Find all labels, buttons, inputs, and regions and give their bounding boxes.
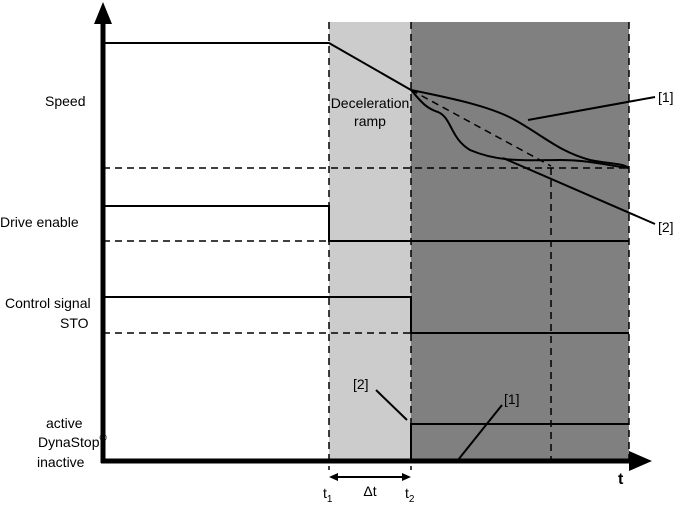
ref-2-speed: [2] bbox=[658, 219, 674, 235]
dashed-guides bbox=[103, 22, 630, 470]
y-axis-arrowhead bbox=[94, 2, 112, 24]
sto-signal bbox=[103, 296, 629, 334]
ref-1-speed: [1] bbox=[658, 89, 674, 105]
delta-t-arrowhead-left bbox=[329, 473, 338, 481]
label-sto: STO bbox=[60, 315, 89, 331]
ref-2-dynastop: [2] bbox=[353, 376, 369, 392]
label-t1: t1 bbox=[323, 485, 333, 505]
label-deceleration: Deceleration bbox=[331, 95, 410, 111]
dynastop-signal bbox=[410, 423, 629, 461]
drive-enable-signal bbox=[103, 205, 629, 242]
delta-t-arrowhead-right bbox=[402, 473, 411, 481]
label-dynastop: DynaStop® bbox=[38, 433, 107, 450]
label-delta-t: Δt bbox=[363, 483, 376, 499]
label-active: active bbox=[46, 415, 83, 431]
x-axis-label-t: t bbox=[618, 471, 624, 488]
label-drive-enable: Drive enable bbox=[0, 214, 79, 230]
leader-2-speed bbox=[502, 157, 656, 225]
label-inactive: inactive bbox=[37, 454, 85, 470]
label-ramp: ramp bbox=[354, 113, 386, 129]
label-control-signal: Control signal bbox=[5, 295, 91, 311]
leader-2-dynastop bbox=[375, 389, 408, 421]
ref-1-dynastop: [1] bbox=[504, 391, 520, 407]
label-speed: Speed bbox=[45, 93, 85, 109]
speed-ramp-line bbox=[103, 42, 412, 91]
leader-1-speed bbox=[527, 96, 656, 121]
speed-curve-1 bbox=[410, 89, 630, 169]
speed-curve-2 bbox=[410, 89, 630, 169]
x-axis-arrowhead bbox=[629, 451, 652, 471]
leader-1-dynastop bbox=[457, 404, 503, 461]
label-t2: t2 bbox=[405, 485, 415, 505]
